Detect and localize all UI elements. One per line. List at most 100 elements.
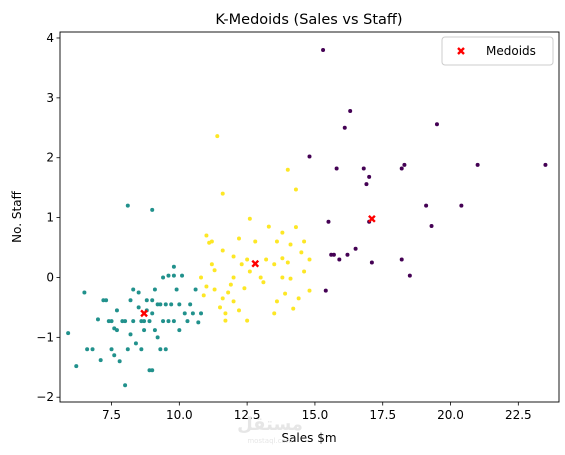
data-point-cluster-2 [274, 299, 279, 304]
data-point-cluster-0 [331, 252, 336, 257]
data-point-cluster-1 [163, 302, 168, 307]
y-tick-label: 2 [46, 151, 54, 165]
data-point-cluster-2 [231, 254, 236, 259]
data-point-cluster-2 [239, 262, 244, 267]
data-point-cluster-1 [171, 319, 176, 324]
legend-box [441, 36, 554, 66]
data-point-cluster-1 [125, 347, 130, 352]
y-tick-label: 3 [46, 91, 54, 105]
data-point-cluster-2 [223, 318, 228, 323]
data-point-cluster-1 [136, 305, 141, 310]
data-point-cluster-0 [361, 166, 366, 171]
data-point-cluster-2 [293, 187, 298, 192]
data-point-cluster-2 [307, 257, 312, 262]
data-point-cluster-1 [196, 320, 201, 325]
data-point-cluster-1 [112, 353, 117, 358]
x-tick-label: 22.5 [505, 408, 532, 422]
data-point-cluster-1 [188, 302, 193, 307]
data-point-cluster-0 [543, 162, 548, 167]
plot-area [59, 31, 560, 403]
data-point-cluster-1 [199, 311, 204, 316]
data-point-cluster-1 [147, 319, 152, 324]
data-point-cluster-2 [199, 275, 204, 280]
y-tick-label: −1 [36, 330, 54, 344]
data-point-cluster-0 [475, 162, 480, 167]
data-point-cluster-1 [166, 319, 171, 324]
data-point-cluster-1 [193, 287, 198, 292]
legend-label-medoids: Medoids [486, 44, 536, 58]
data-point-cluster-0 [326, 219, 331, 224]
data-point-cluster-1 [150, 368, 155, 373]
data-point-cluster-2 [285, 260, 290, 265]
data-point-cluster-1 [109, 347, 114, 352]
data-point-cluster-1 [125, 203, 130, 208]
data-point-cluster-1 [123, 319, 128, 324]
data-point-cluster-1 [161, 319, 166, 324]
data-point-cluster-0 [367, 174, 372, 179]
medoid-marker-cluster-0 [368, 214, 376, 223]
medoid-marker-cluster-2 [251, 259, 260, 268]
data-point-cluster-2 [212, 287, 217, 292]
y-tick-label: 1 [46, 211, 54, 225]
data-point-cluster-1 [112, 326, 117, 331]
data-point-cluster-0 [307, 154, 312, 159]
data-point-cluster-1 [98, 358, 103, 363]
x-tick-label: 17.5 [369, 408, 396, 422]
data-point-cluster-1 [185, 319, 190, 324]
data-point-cluster-2 [245, 318, 250, 323]
data-point-cluster-2 [296, 296, 301, 301]
plot-frame [59, 31, 560, 403]
data-point-cluster-2 [223, 311, 228, 316]
data-point-cluster-2 [215, 134, 220, 139]
data-point-cluster-0 [334, 166, 339, 171]
data-point-cluster-2 [209, 262, 214, 267]
medoids-layer [140, 214, 376, 318]
data-point-cluster-2 [201, 293, 206, 298]
data-point-cluster-2 [212, 268, 217, 273]
data-point-cluster-2 [231, 299, 236, 304]
data-point-cluster-1 [131, 319, 136, 324]
data-point-cluster-0 [323, 288, 328, 293]
data-point-cluster-2 [231, 275, 236, 280]
data-point-cluster-1 [133, 341, 138, 346]
data-point-cluster-2 [247, 216, 252, 221]
data-point-cluster-1 [128, 332, 133, 337]
data-point-cluster-2 [204, 284, 209, 289]
data-point-cluster-2 [228, 282, 233, 287]
data-point-cluster-1 [158, 302, 163, 307]
data-point-cluster-1 [114, 308, 119, 313]
x-tick-label: 12.5 [234, 408, 261, 422]
data-point-cluster-2 [207, 240, 212, 245]
data-point-cluster-2 [264, 257, 269, 262]
data-point-cluster-0 [407, 273, 412, 278]
data-point-cluster-1 [109, 319, 114, 324]
y-tick-label: 0 [46, 270, 54, 284]
data-point-cluster-2 [236, 308, 241, 313]
data-point-cluster-1 [177, 302, 182, 307]
data-point-cluster-1 [150, 207, 155, 212]
data-point-cluster-0 [429, 223, 434, 228]
data-point-cluster-1 [142, 328, 147, 333]
data-point-cluster-2 [291, 306, 296, 311]
data-point-cluster-0 [342, 125, 347, 130]
data-point-cluster-0 [321, 47, 326, 52]
data-point-cluster-0 [424, 203, 429, 208]
data-point-cluster-1 [161, 275, 166, 280]
data-point-cluster-2 [220, 248, 225, 253]
x-tick-label: 15.0 [302, 408, 329, 422]
data-point-cluster-1 [131, 287, 136, 292]
data-point-cluster-1 [82, 290, 87, 295]
data-point-cluster-1 [152, 328, 157, 333]
data-point-cluster-0 [399, 257, 404, 262]
x-tick-label: 10.0 [166, 408, 193, 422]
data-point-cluster-1 [142, 319, 147, 324]
data-point-cluster-2 [272, 262, 277, 267]
data-point-cluster-1 [144, 298, 149, 303]
data-point-cluster-0 [369, 260, 374, 265]
data-point-cluster-1 [182, 311, 187, 316]
y-tick-label: 4 [46, 31, 54, 45]
data-point-cluster-1 [158, 347, 163, 352]
watermark: مستقل mostaql.com [237, 414, 303, 445]
data-point-cluster-2 [247, 269, 252, 274]
legend: Medoids [441, 36, 554, 66]
